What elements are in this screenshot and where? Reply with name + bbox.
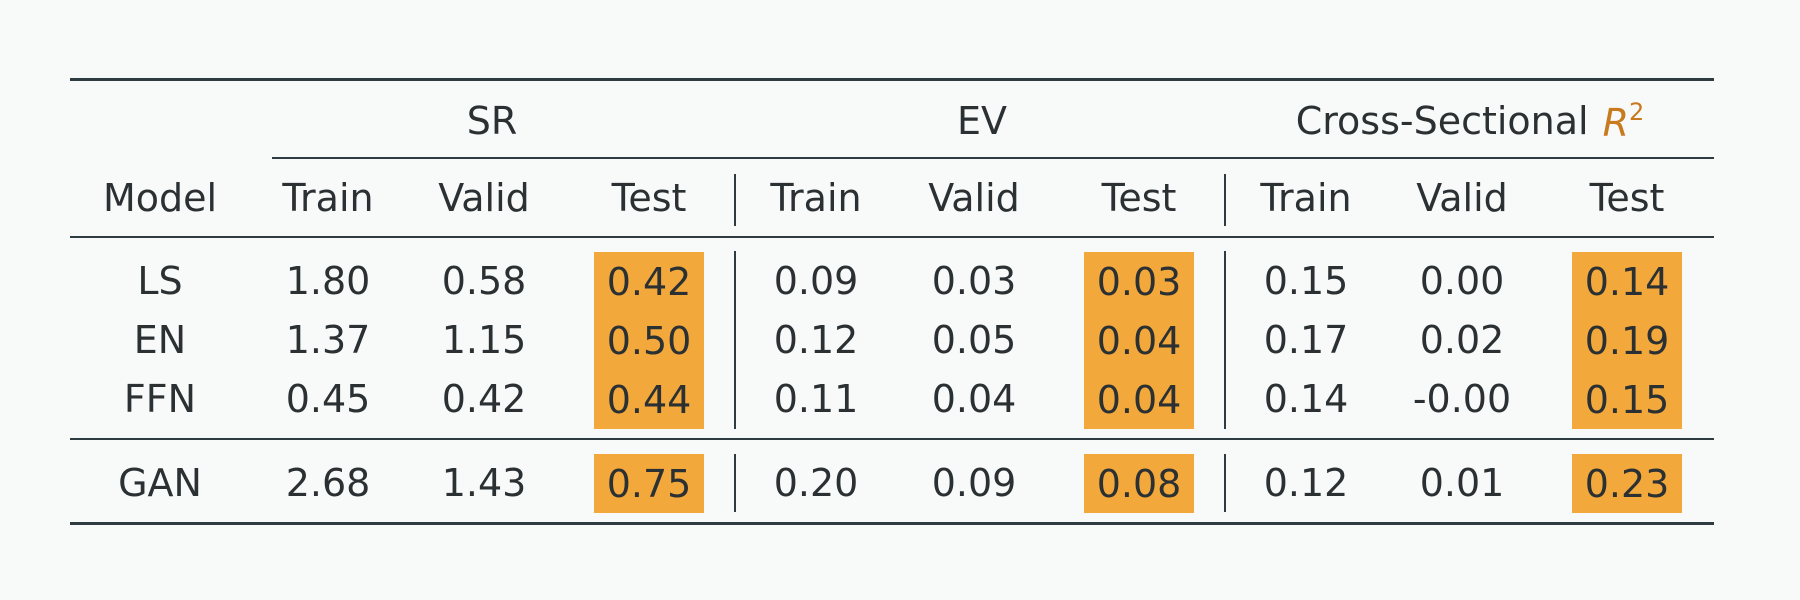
sub-header-ev-train: Train [770, 176, 862, 220]
bottom-rule [70, 522, 1714, 525]
top-rule [70, 78, 1714, 81]
row-gan-sr-valid: 1.43 [441, 461, 527, 505]
row-ls-ev-test: 0.03 [1084, 252, 1194, 311]
row-ffn-sr-test: 0.44 [594, 370, 704, 429]
row-ffn-r2-train: 0.14 [1263, 377, 1349, 421]
row-ffn-r2-valid: -0.00 [1412, 377, 1512, 421]
row-ls-ev-valid: 0.03 [931, 259, 1017, 303]
row-en-r2-test: 0.19 [1572, 311, 1682, 370]
group-title-sr: SR [392, 100, 592, 142]
row-en-ev-train: 0.12 [773, 318, 859, 362]
header-rule [70, 236, 1714, 238]
row-ls-r2-test: 0.14 [1572, 252, 1682, 311]
sub-header-ev-test: Test [1101, 176, 1177, 220]
row-ffn-sr-train: 0.45 [285, 377, 371, 421]
row-gan-sr-test: 0.75 [594, 454, 704, 513]
row-gan-r2-test: 0.23 [1572, 454, 1682, 513]
row-en-model: EN [133, 318, 187, 362]
group-title-ev-label: EV [956, 99, 1007, 143]
sub-header-ev-valid: Valid [928, 176, 1020, 220]
group-title-ev: EV [882, 100, 1082, 142]
sub-header-sr-test: Test [611, 176, 687, 220]
group-underline [272, 157, 1714, 159]
row-en-sr-valid: 1.15 [441, 318, 527, 362]
group-title-r2-label: Cross-Sectional [1295, 99, 1589, 143]
row-gan-sr-train: 2.68 [285, 461, 371, 505]
group-title-cross-sectional-r2: Cross-Sectional R2 [1270, 98, 1670, 144]
row-gan-ev-train: 0.20 [773, 461, 859, 505]
row-ls-ev-train: 0.09 [773, 259, 859, 303]
row-gan-r2-valid: 0.01 [1419, 461, 1505, 505]
row-ffn-ev-train: 0.11 [773, 377, 859, 421]
row-en-ev-valid: 0.05 [931, 318, 1017, 362]
sub-header-r2-test: Test [1589, 176, 1665, 220]
separator-ev-r2-header [1224, 174, 1226, 226]
row-ffn-r2-test: 0.15 [1572, 370, 1682, 429]
r2-symbol: R2 [1602, 98, 1645, 145]
separator-sr-ev-body [734, 251, 736, 429]
sub-header-sr-train: Train [282, 176, 374, 220]
row-en-sr-test: 0.50 [594, 311, 704, 370]
row-ls-sr-valid: 0.58 [441, 259, 527, 303]
row-ffn-model: FFN [123, 377, 197, 421]
row-en-r2-valid: 0.02 [1419, 318, 1505, 362]
row-ls-sr-test: 0.42 [594, 252, 704, 311]
row-en-sr-train: 1.37 [285, 318, 371, 362]
row-ffn-sr-valid: 0.42 [441, 377, 527, 421]
sub-header-sr-valid: Valid [438, 176, 530, 220]
model-header: Model [102, 176, 218, 220]
separator-ev-r2-gan [1224, 454, 1226, 512]
row-gan-r2-train: 0.12 [1263, 461, 1349, 505]
row-en-r2-train: 0.17 [1263, 318, 1349, 362]
sub-header-r2-valid: Valid [1416, 176, 1508, 220]
row-en-ev-test: 0.04 [1084, 311, 1194, 370]
sub-header-r2-train: Train [1260, 176, 1352, 220]
row-ls-r2-train: 0.15 [1263, 259, 1349, 303]
row-ffn-ev-valid: 0.04 [931, 377, 1017, 421]
row-gan-ev-test: 0.08 [1084, 454, 1194, 513]
row-ls-r2-valid: 0.00 [1419, 259, 1505, 303]
separator-sr-ev-header [734, 174, 736, 226]
row-gan-ev-valid: 0.09 [931, 461, 1017, 505]
separator-ev-r2-body [1224, 251, 1226, 429]
row-gan-model: GAN [118, 461, 202, 505]
group-title-sr-label: SR [466, 99, 518, 143]
row-ls-model: LS [137, 259, 183, 303]
row-ffn-ev-test: 0.04 [1084, 370, 1194, 429]
mid-rule [70, 438, 1714, 440]
separator-sr-ev-gan [734, 454, 736, 512]
row-ls-sr-train: 1.80 [285, 259, 371, 303]
